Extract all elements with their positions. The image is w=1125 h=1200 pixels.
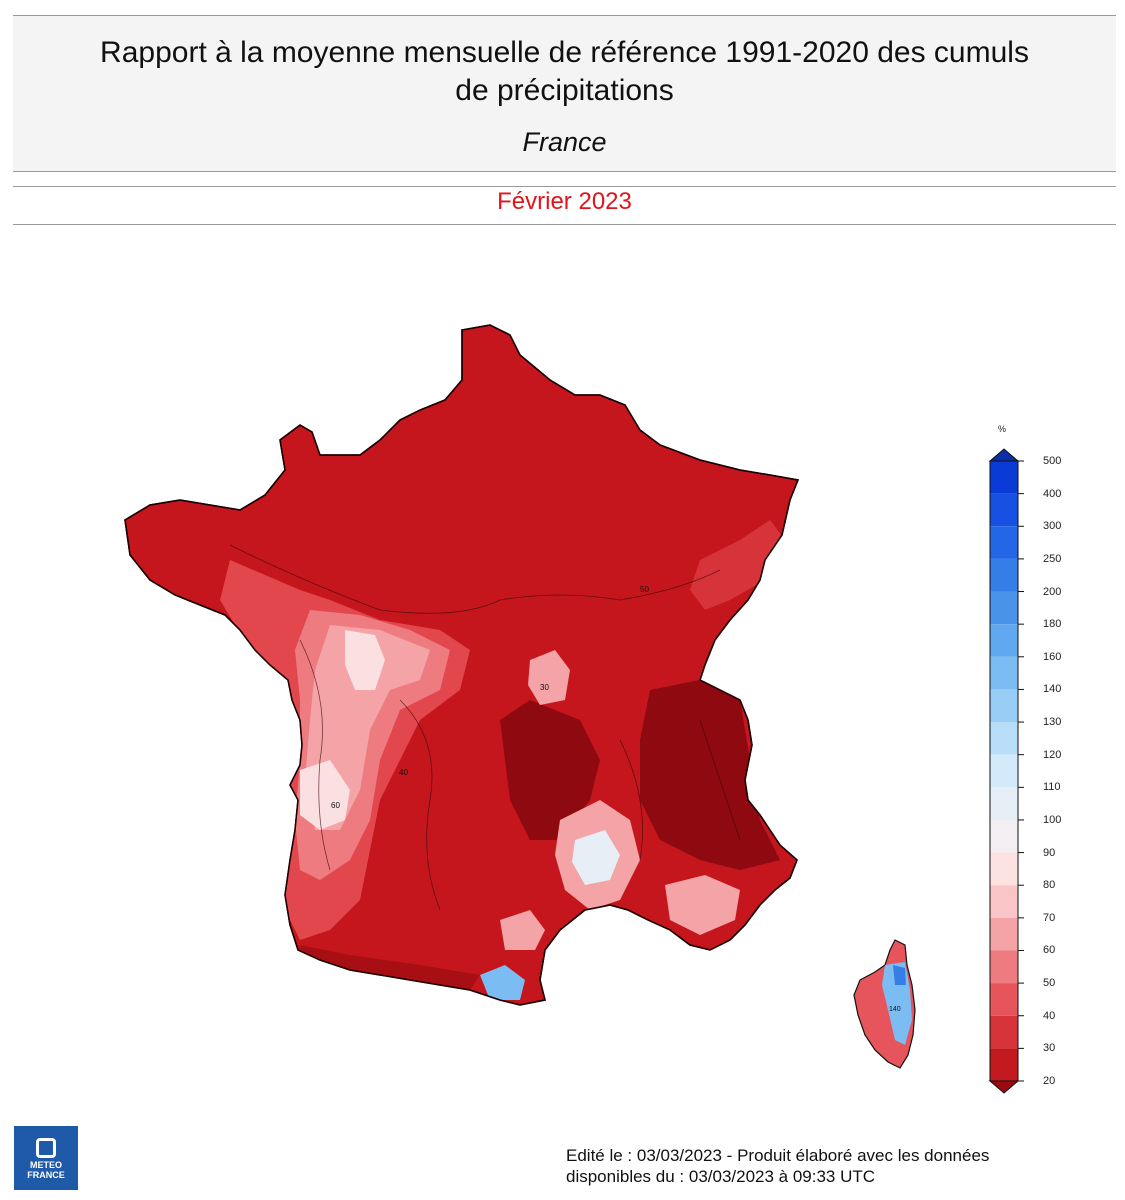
legend-under-arrow <box>988 1080 1020 1094</box>
logo-icon <box>36 1138 56 1158</box>
header-panel: Rapport à la moyenne mensuelle de référe… <box>13 15 1116 172</box>
contour-label: 30 <box>540 683 549 692</box>
contour-lines <box>229 544 741 911</box>
area-auvergne-pale <box>528 650 570 705</box>
legend-tick-label: 180 <box>1043 618 1062 631</box>
period-label: Février 2023 <box>497 188 632 215</box>
area-alsace-band <box>690 520 785 610</box>
region-subtitle: France <box>522 127 607 157</box>
area-pyrenees-band <box>298 945 480 990</box>
legend-swatch <box>990 558 1018 592</box>
legend-over-arrow <box>988 448 1020 462</box>
legend-tick-label: 120 <box>1043 748 1062 761</box>
area-roussillon-blue <box>480 965 525 1000</box>
area-poitou-pale <box>345 630 385 690</box>
legend-swatch <box>990 754 1018 788</box>
legend-tick-label: 50 <box>1043 977 1056 990</box>
legend-tick-label: 40 <box>1043 1009 1056 1022</box>
logo-line-1: METEO <box>29 1160 62 1170</box>
area-cevennes-core <box>572 830 620 885</box>
legend-tick-label: 130 <box>1043 716 1062 729</box>
contour-label: 40 <box>399 768 408 777</box>
contour-label: 50 <box>640 585 649 594</box>
legend-tick-label: 140 <box>1043 683 1062 696</box>
legend-border <box>989 460 1019 1082</box>
divider-bottom <box>13 224 1116 225</box>
legend-swatch <box>990 1015 1018 1049</box>
legend-tick-label: 20 <box>1043 1075 1056 1087</box>
legend-swatch <box>990 656 1018 690</box>
legend-tick-label: 70 <box>1043 911 1056 924</box>
legend-tick-label: 300 <box>1043 520 1062 533</box>
legend-swatch <box>990 983 1018 1016</box>
area-central-dark <box>500 700 600 840</box>
meteo-france-logo: METEO FRANCE <box>14 1126 78 1190</box>
area-gironde-pale <box>300 760 350 830</box>
map-title: Rapport à la moyenne mensuelle de référe… <box>13 34 1116 110</box>
legend-swatch <box>990 461 1018 494</box>
legend-swatch <box>990 722 1018 755</box>
legend-swatch <box>990 689 1018 723</box>
mainland-france: 60 40 30 50 <box>124 324 800 1006</box>
legend-swatch <box>990 493 1018 527</box>
legend-tick-label: 30 <box>1043 1042 1056 1055</box>
legend-swatch <box>990 1048 1018 1081</box>
divider-top <box>13 186 1116 187</box>
legend-tick-label: 160 <box>1043 650 1062 663</box>
legend-swatch <box>990 885 1018 918</box>
legend-swatch <box>990 526 1018 559</box>
legend-tick-label: 110 <box>1043 781 1061 794</box>
contour-label: 140 <box>889 1006 901 1013</box>
legend-unit: % <box>998 424 1007 434</box>
legend-tick-label: 250 <box>1043 552 1062 565</box>
legend-tick-label: 60 <box>1043 944 1056 957</box>
legend-swatch <box>990 819 1018 853</box>
area-provence-pale <box>665 875 740 935</box>
logo-line-2: FRANCE <box>27 1170 65 1180</box>
legend-colorbar <box>988 448 1024 1094</box>
legend-swatch <box>990 917 1018 951</box>
legend-swatch <box>990 591 1018 625</box>
france-border-overlay <box>124 324 800 1006</box>
legend-tick-label: 200 <box>1043 585 1062 598</box>
contour-label: 60 <box>331 801 340 810</box>
corsica-blue-core <box>893 965 906 985</box>
title-line-1: Rapport à la moyenne mensuelle de référe… <box>100 36 1029 69</box>
edition-note: Edité le : 03/03/2023 - Produit élaboré … <box>566 1146 990 1186</box>
legend-tick-label: 400 <box>1043 487 1062 500</box>
corsica: 140 <box>853 939 916 1069</box>
legend-tick-label: 80 <box>1043 879 1056 892</box>
legend-swatch <box>990 624 1018 657</box>
legend-tick-label: 500 <box>1043 455 1062 467</box>
legend-swatch <box>990 950 1018 984</box>
legend-tick-label: 90 <box>1043 846 1056 859</box>
legend-tick-label: 100 <box>1043 813 1062 826</box>
title-line-2: de précipitations <box>455 74 674 107</box>
area-languedoc-pale <box>500 910 545 950</box>
area-alps-dark <box>640 680 780 870</box>
legend-swatch <box>990 852 1018 886</box>
legend-swatch <box>990 787 1018 820</box>
